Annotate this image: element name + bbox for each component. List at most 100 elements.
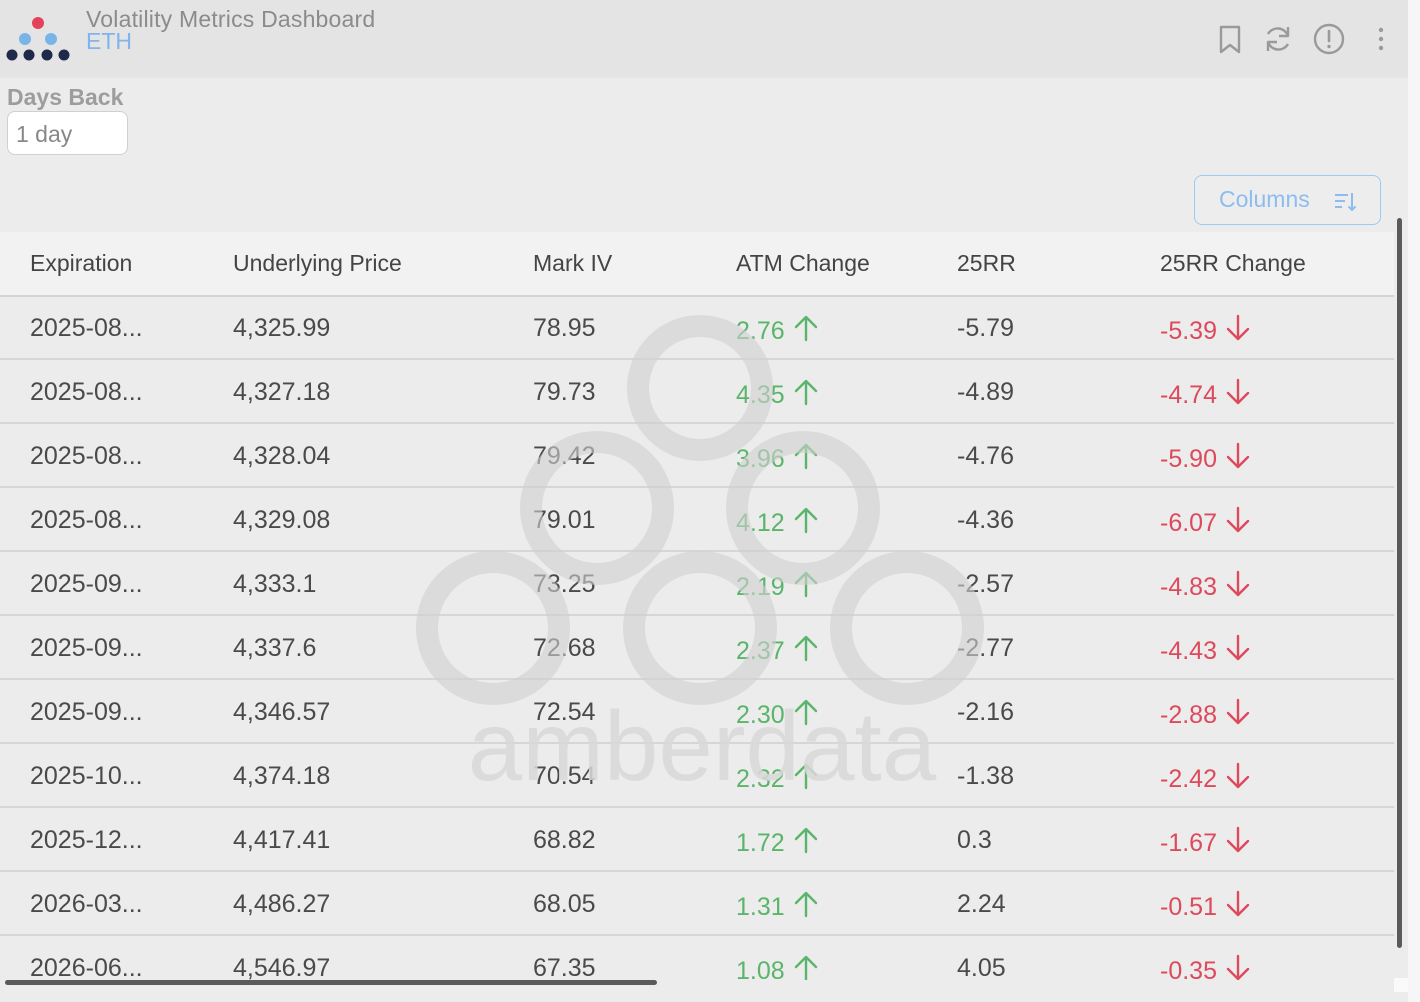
underlying-price-value: 4,327.18 <box>233 378 331 406</box>
arrow-up-icon <box>794 699 817 726</box>
cell-underlying-price: 4,417.41 <box>233 826 330 855</box>
expiration-value: 2025-08... <box>30 506 143 534</box>
underlying-price-value: 4,486.27 <box>233 890 331 918</box>
table-row[interactable]: 2025-08... 4,329.08 79.01 4.12 -4.36 -6.07 <box>0 488 1394 552</box>
rr25-value: -2.57 <box>957 570 1014 598</box>
horizontal-scrollbar[interactable] <box>5 980 657 985</box>
cell-expiration: 2025-12... <box>30 826 143 855</box>
table-row[interactable]: 2026-03... 4,486.27 68.05 1.31 2.24 -0.51 <box>0 872 1394 936</box>
atm-change-value: 3.96 <box>736 445 785 473</box>
cell-atm-change: 1.31 <box>736 890 819 922</box>
table-row[interactable]: 2025-09... 4,346.57 72.54 2.30 -2.16 -2.88 <box>0 680 1394 744</box>
days-back-select[interactable]: 1 day <box>7 111 128 155</box>
arrow-down-icon <box>1226 378 1250 405</box>
mark-iv-value: 73.25 <box>533 570 596 598</box>
arrow-up-icon <box>794 571 817 598</box>
column-header-expiration[interactable]: Expiration <box>30 250 133 276</box>
atm-change-value: 1.31 <box>736 893 785 921</box>
arrow-down-icon <box>1226 826 1250 853</box>
column-header-mark-iv[interactable]: Mark IV <box>533 250 613 276</box>
table-row[interactable]: 2026-06... 4,546.97 67.35 1.08 4.05 -0.35 <box>0 936 1394 980</box>
cell-rr25: -2.77 <box>957 634 1014 663</box>
cell-mark-iv: 79.73 <box>533 378 596 407</box>
vertical-scrollbar[interactable] <box>1397 218 1402 948</box>
cell-expiration: 2025-09... <box>30 634 143 663</box>
cell-atm-change: 2.30 <box>736 698 819 730</box>
underlying-price-value: 4,329.08 <box>233 506 331 534</box>
rr25-change-value: -5.90 <box>1160 445 1217 473</box>
cell-rr25: 4.05 <box>957 954 1006 980</box>
cell-mark-iv: 79.01 <box>533 506 596 535</box>
cell-atm-change: 1.72 <box>736 826 819 858</box>
columns-button-label: Columns <box>1219 186 1310 212</box>
cell-underlying-price: 4,374.18 <box>233 762 330 791</box>
cell-atm-change: 4.35 <box>736 378 819 410</box>
cell-underlying-price: 4,346.57 <box>233 698 330 727</box>
bookmark-icon[interactable] <box>1213 22 1247 56</box>
cell-expiration: 2025-09... <box>30 698 143 727</box>
underlying-price-value: 4,328.04 <box>233 442 331 470</box>
more-vertical-icon[interactable] <box>1364 22 1398 56</box>
cell-rr25: 2.24 <box>957 890 1006 919</box>
atm-change-value: 4.12 <box>736 509 785 537</box>
cell-rr25: -4.36 <box>957 506 1014 535</box>
rr25-value: 0.3 <box>957 826 992 854</box>
expiration-value: 2025-08... <box>30 314 143 342</box>
cell-rr25-change: -5.39 <box>1160 314 1251 346</box>
cell-mark-iv: 70.54 <box>533 762 596 791</box>
rr25-change-value: -4.83 <box>1160 573 1217 601</box>
underlying-price-value: 4,333.1 <box>233 570 317 598</box>
mark-iv-value: 79.73 <box>533 378 596 406</box>
arrow-down-icon <box>1226 954 1250 980</box>
mark-iv-value: 70.54 <box>533 762 596 790</box>
table-row[interactable]: 2025-10... 4,374.18 70.54 2.32 -1.38 -2.42 <box>0 744 1394 808</box>
cell-rr25-change: -1.67 <box>1160 826 1251 858</box>
cell-rr25-change: -4.83 <box>1160 570 1251 602</box>
column-header-rr25-change[interactable]: 25RR Change <box>1160 250 1306 276</box>
cell-expiration: 2025-09... <box>30 570 143 599</box>
mark-iv-value: 68.05 <box>533 890 596 918</box>
cell-atm-change: 2.37 <box>736 634 819 666</box>
mark-iv-value: 67.35 <box>533 954 596 980</box>
arrow-up-icon <box>794 507 817 534</box>
mark-iv-value: 79.42 <box>533 442 596 470</box>
cell-rr25: -2.16 <box>957 698 1014 727</box>
window-edge <box>1408 0 1420 1002</box>
cell-expiration: 2025-08... <box>30 442 143 471</box>
table-row[interactable]: 2025-09... 4,333.1 73.25 2.19 -2.57 -4.83 <box>0 552 1394 616</box>
expiration-value: 2025-09... <box>30 698 143 726</box>
cell-atm-change: 1.08 <box>736 954 819 980</box>
cell-mark-iv: 72.68 <box>533 634 596 663</box>
cell-atm-change: 3.96 <box>736 442 819 474</box>
cell-rr25: -2.57 <box>957 570 1014 599</box>
rr25-value: 4.05 <box>957 954 1006 980</box>
cell-mark-iv: 72.54 <box>533 698 596 727</box>
rr25-change-value: -2.42 <box>1160 765 1217 793</box>
column-header-atm-change[interactable]: ATM Change <box>736 250 870 276</box>
table-row[interactable]: 2025-08... 4,327.18 79.73 4.35 -4.89 -4.74 <box>0 360 1394 424</box>
rr25-change-value: -2.88 <box>1160 701 1217 729</box>
cell-underlying-price: 4,546.97 <box>233 954 330 980</box>
refresh-icon[interactable] <box>1261 22 1295 56</box>
expiration-value: 2026-06... <box>30 954 143 980</box>
columns-button[interactable]: Columns <box>1194 175 1381 225</box>
table-row[interactable]: 2025-09... 4,337.6 72.68 2.37 -2.77 -4.43 <box>0 616 1394 680</box>
rr25-value: -5.79 <box>957 314 1014 342</box>
cell-expiration: 2025-10... <box>30 762 143 791</box>
column-header-rr25[interactable]: 25RR <box>957 250 1016 276</box>
table-row[interactable]: 2025-08... 4,325.99 78.95 2.76 -5.79 -5.39 <box>0 296 1394 360</box>
rr25-change-value: -1.67 <box>1160 829 1217 857</box>
cell-underlying-price: 4,333.1 <box>233 570 316 599</box>
cell-mark-iv: 79.42 <box>533 442 596 471</box>
arrow-down-icon <box>1226 506 1250 533</box>
dashboard-header: Volatility Metrics Dashboard ETH <box>0 0 1408 78</box>
rr25-value: -2.16 <box>957 698 1014 726</box>
table-row[interactable]: 2025-12... 4,417.41 68.82 1.72 0.3 -1.67 <box>0 808 1394 872</box>
rr25-change-value: -5.39 <box>1160 317 1217 345</box>
cell-underlying-price: 4,337.6 <box>233 634 316 663</box>
cell-mark-iv: 78.95 <box>533 314 596 343</box>
column-header-underlying-price[interactable]: Underlying Price <box>233 250 402 276</box>
info-icon[interactable] <box>1312 22 1346 56</box>
atm-change-value: 1.72 <box>736 829 785 857</box>
table-row[interactable]: 2025-08... 4,328.04 79.42 3.96 -4.76 -5.90 <box>0 424 1394 488</box>
